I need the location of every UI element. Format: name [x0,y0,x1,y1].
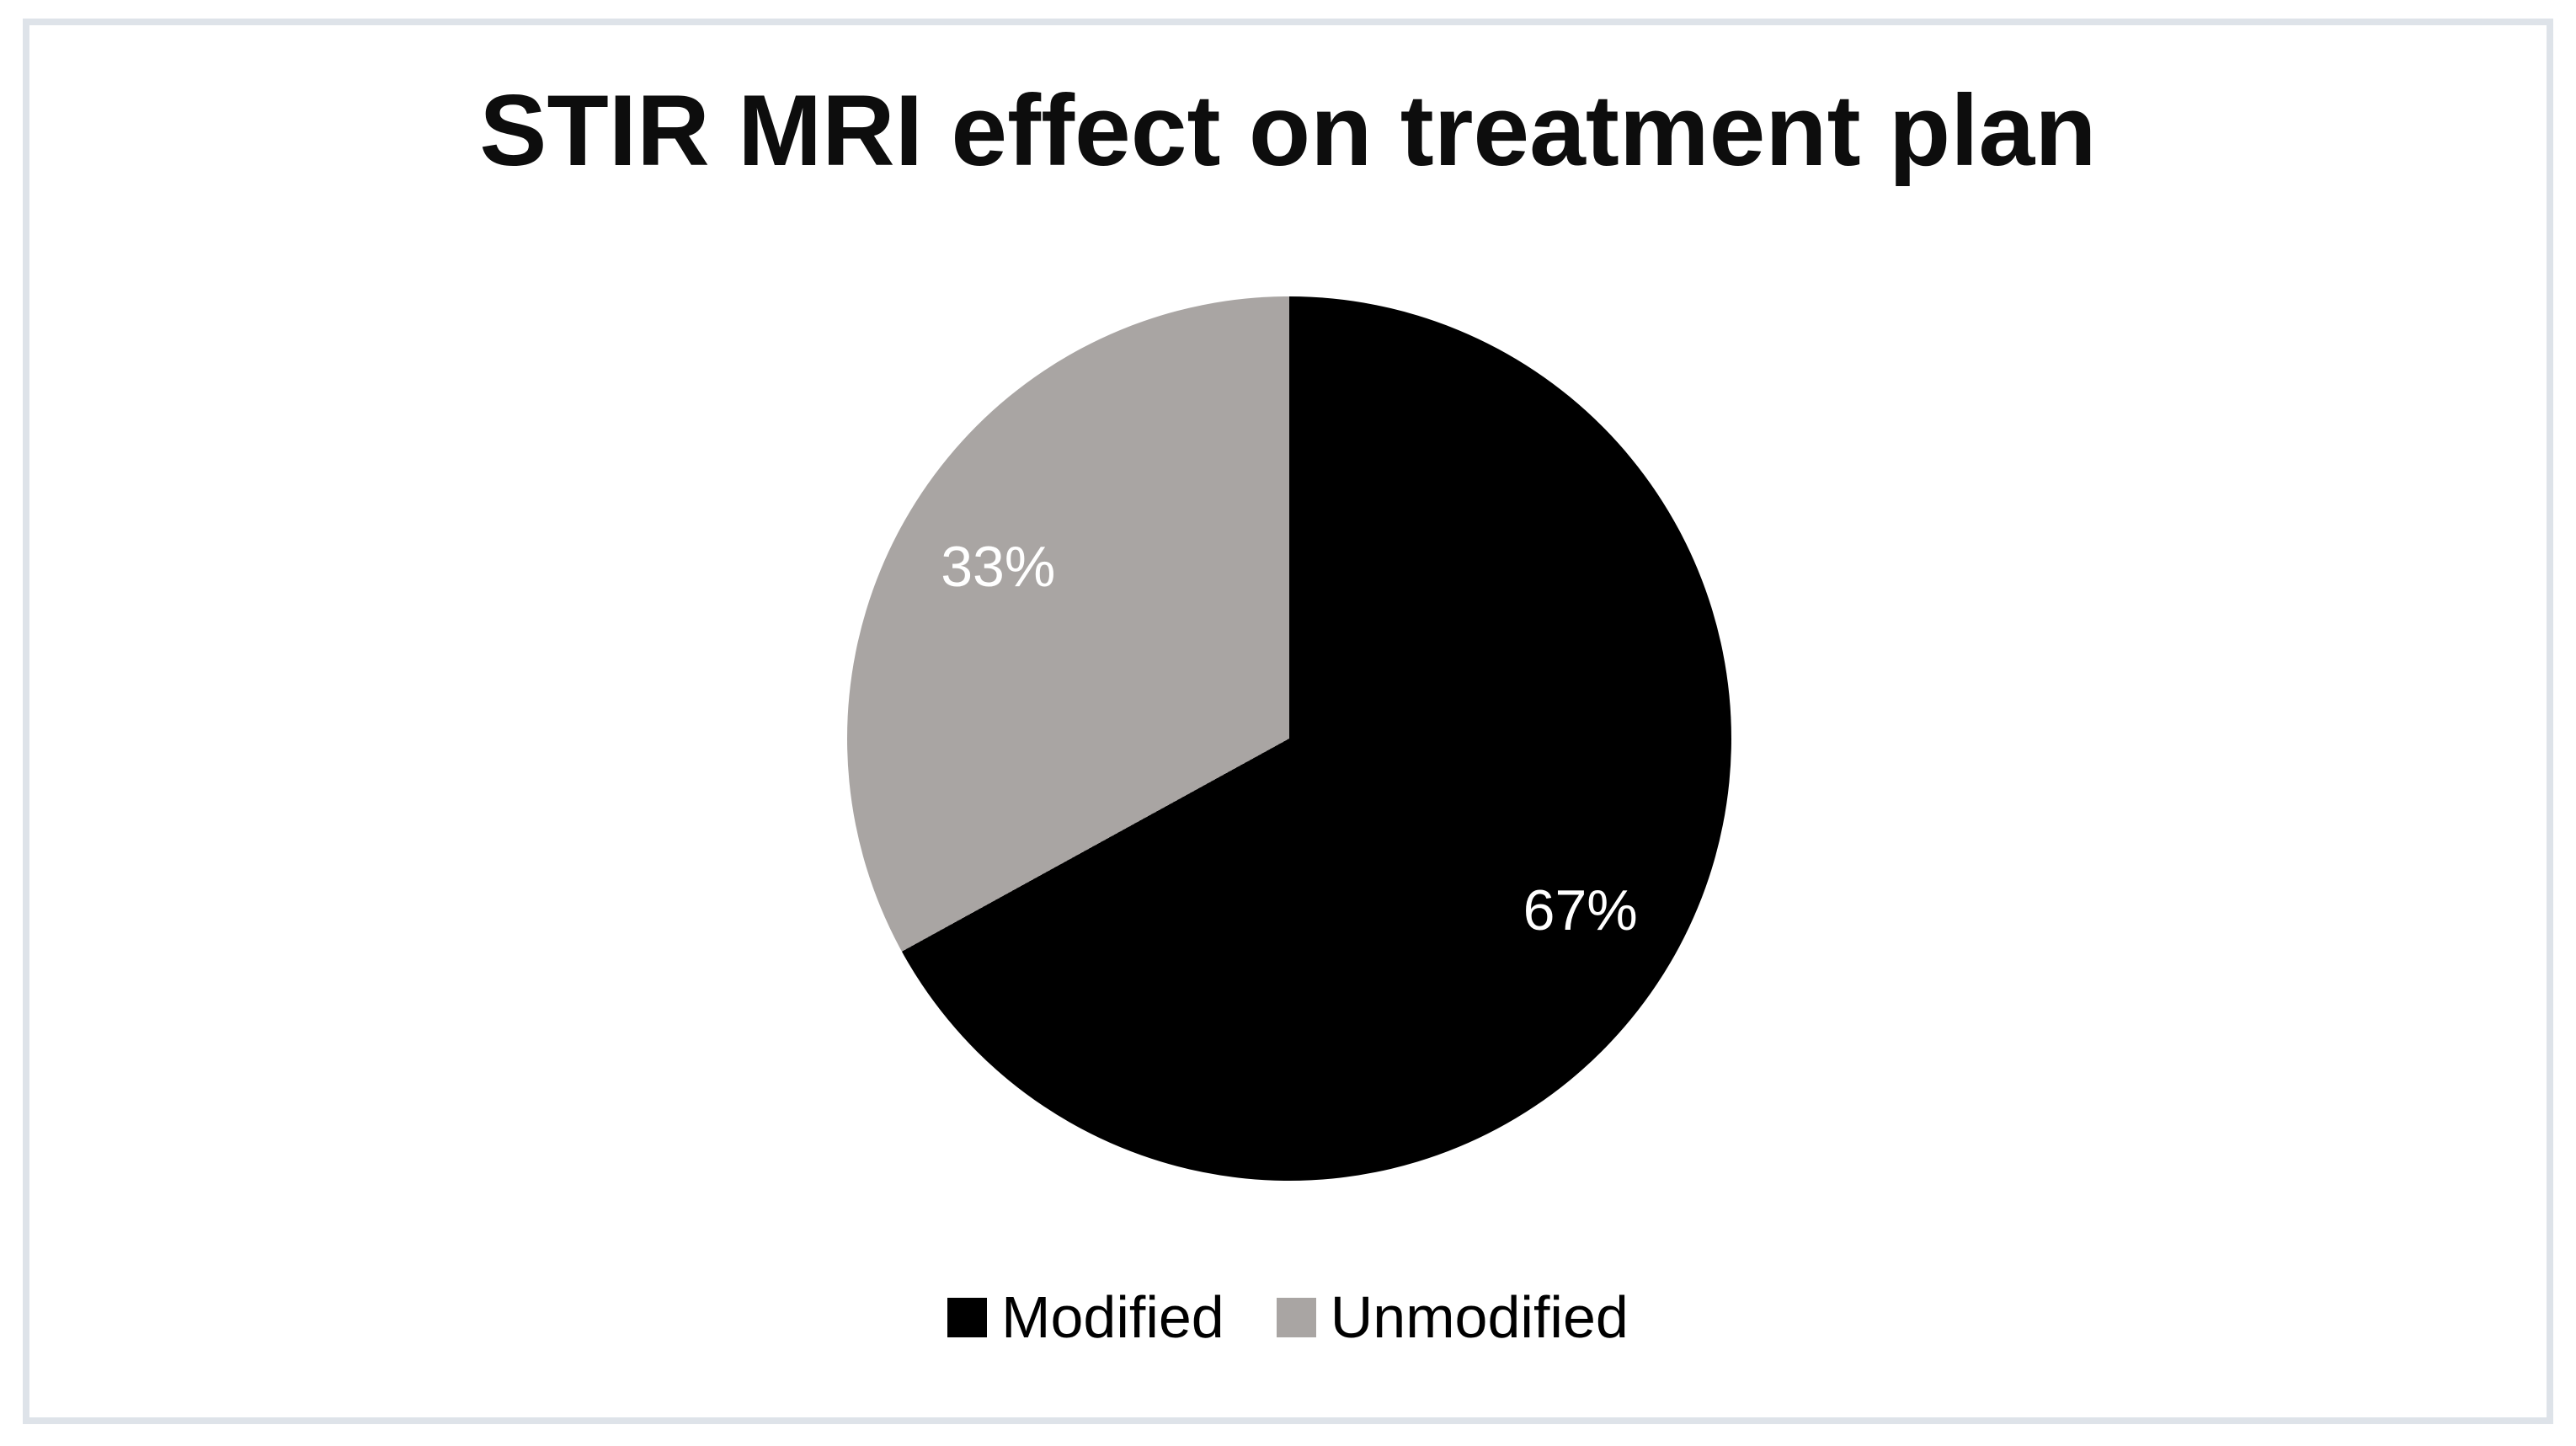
legend-swatch-unmodified [1276,1297,1316,1337]
chart-title[interactable]: STIR MRI effect on treatment plan [479,74,2097,187]
legend: Modified Unmodified [0,1283,2576,1351]
legend-item-modified[interactable]: Modified [947,1283,1224,1351]
pie[interactable]: 67% 33% [847,296,1731,1181]
slice-label-1: 33% [941,534,1056,599]
legend-label-unmodified: Unmodified [1330,1284,1629,1350]
legend-label-modified: Modified [1001,1284,1224,1350]
legend-item-unmodified[interactable]: Unmodified [1276,1283,1629,1351]
legend-swatch-modified [947,1297,988,1337]
slice-label-0: 67% [1523,878,1638,943]
